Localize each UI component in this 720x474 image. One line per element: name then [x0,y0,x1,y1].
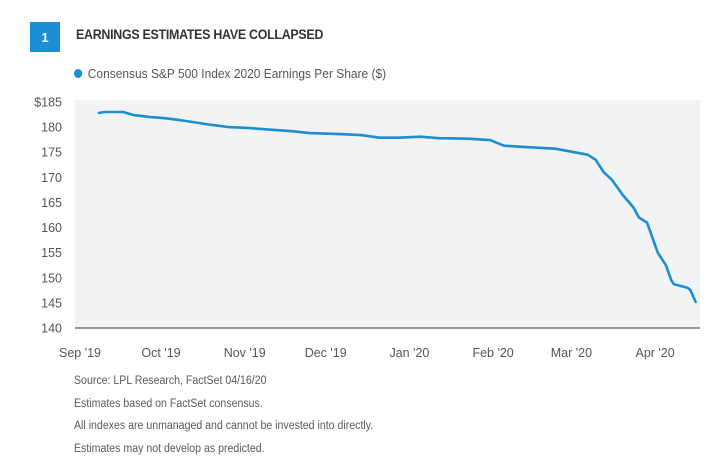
x-tick-label: Feb '20 [472,346,513,360]
legend-label: Consensus S&P 500 Index 2020 Earnings Pe… [87,66,387,81]
x-tick-label: Dec '19 [305,346,347,360]
y-tick-label: 175 [41,146,62,160]
footnote-indexes-disclaimer: All indexes are unmanaged and cannot be … [74,420,374,432]
footnotes: Source: LPL Research, FactSet 04/16/20 E… [74,370,373,460]
y-tick-label: 145 [41,296,62,310]
footnote-source: Source: LPL Research, FactSet 04/16/20 [74,375,267,387]
x-axis: Sep '19 Oct '19 Nov '19 Dec '19 Jan '20 Feb '… [59,346,675,360]
y-tick-label: 170 [41,171,62,185]
x-tick-label: Apr '20 [635,346,674,360]
y-tick-label: 180 [41,121,62,135]
y-tick-label: 150 [41,271,62,285]
y-axis: 140 145 150 155 160 165 170 175 180 $185 [34,96,62,336]
legend: Consensus S&P 500 Index 2020 Earnings Pe… [74,66,386,81]
y-tick-label: 160 [41,221,62,235]
x-tick-label: Jan '20 [389,346,429,360]
footnote-estimates-disclaimer: Estimates may not develop as predicted. [74,442,265,455]
series-line-eps [97,110,697,304]
plot-background [75,100,700,328]
y-tick-label: 140 [41,322,62,336]
x-tick-label: Mar '20 [551,346,592,360]
chart-title: EARNINGS ESTIMATES HAVE COLLAPSED [76,27,324,42]
legend-marker-icon [74,69,83,78]
y-tick-label: 165 [41,196,62,210]
x-tick-label: Nov '19 [224,346,266,360]
x-tick-label: Oct '19 [141,346,180,360]
footnote-estimates-basis: Estimates based on FactSet consensus. [74,397,263,410]
figure-number-badge: 1 [30,22,60,52]
x-tick-label: Sep '19 [59,346,101,360]
y-tick-label: 155 [41,246,62,260]
y-tick-label: $185 [34,96,62,110]
